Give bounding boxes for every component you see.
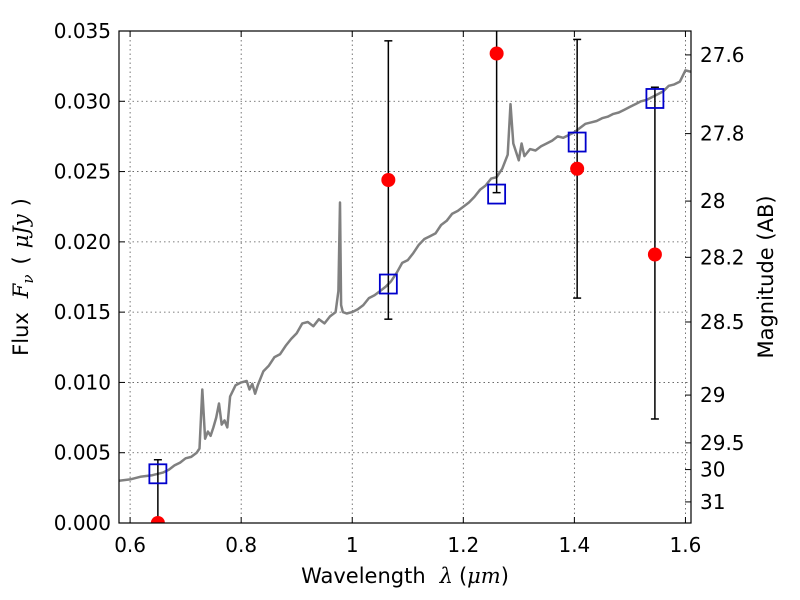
observed-point <box>381 173 396 188</box>
y2-tick-label: 28.5 <box>700 310 745 334</box>
y2-axis: 27.6 27.8 28 28.2 28.5 29 29.5 30 31 <box>685 43 745 514</box>
y-tick-label: 0.010 <box>54 370 111 394</box>
y2-tick-label: 28 <box>700 189 725 213</box>
model-photometry <box>148 88 665 485</box>
y-tick-label: 0.025 <box>54 160 111 184</box>
y-tick-label: 0.030 <box>54 89 111 113</box>
plot-background <box>119 31 691 523</box>
y2-tick-label: 29.5 <box>700 431 745 455</box>
grid <box>119 31 691 523</box>
observed-point <box>150 516 165 523</box>
x-tick-label: 0.6 <box>114 533 146 557</box>
model-photometry-square <box>645 88 665 109</box>
y2-axis-label: Magnitude (AB) <box>754 195 778 358</box>
observed-point <box>489 46 504 61</box>
y2-tick-label: 30 <box>700 458 725 482</box>
x-tick-label: 1.6 <box>670 533 702 557</box>
model-photometry-square <box>148 463 168 485</box>
x-axis: 0.6 0.8 1 1.2 1.4 1.6 <box>114 31 701 557</box>
y-tick-label: 0.000 <box>54 511 111 535</box>
x-tick-label: 1.2 <box>447 533 479 557</box>
y-axis: 0.000 0.005 0.010 0.015 0.020 0.025 0.030 0.035 <box>54 19 125 535</box>
x-tick-label: 0.8 <box>225 533 257 557</box>
x-tick-label: 1 <box>346 533 359 557</box>
x-axis-label: Wavelength λ (μm) <box>301 564 509 588</box>
observed-point <box>647 247 662 262</box>
observed-points <box>150 46 662 523</box>
y2-tick-label: 27.8 <box>700 122 745 146</box>
y-tick-label: 0.035 <box>54 19 111 43</box>
model-photometry-square <box>378 273 398 295</box>
y-tick-label: 0.005 <box>54 441 111 465</box>
y-axis-label: FluxFν(μJy) <box>9 198 37 356</box>
y2-tick-label: 31 <box>700 490 725 514</box>
observed-point <box>570 161 585 176</box>
y-tick-label: 0.015 <box>54 300 111 324</box>
y2-tick-label: 28.2 <box>700 245 745 269</box>
y2-tick-label: 29 <box>700 383 725 407</box>
x-tick-label: 1.4 <box>558 533 590 557</box>
model-photometry-square <box>567 131 587 153</box>
plot-frame <box>118 30 692 524</box>
y2-tick-label: 27.6 <box>700 43 745 67</box>
model-photometry-square <box>487 183 507 205</box>
y-tick-label: 0.020 <box>54 230 111 254</box>
